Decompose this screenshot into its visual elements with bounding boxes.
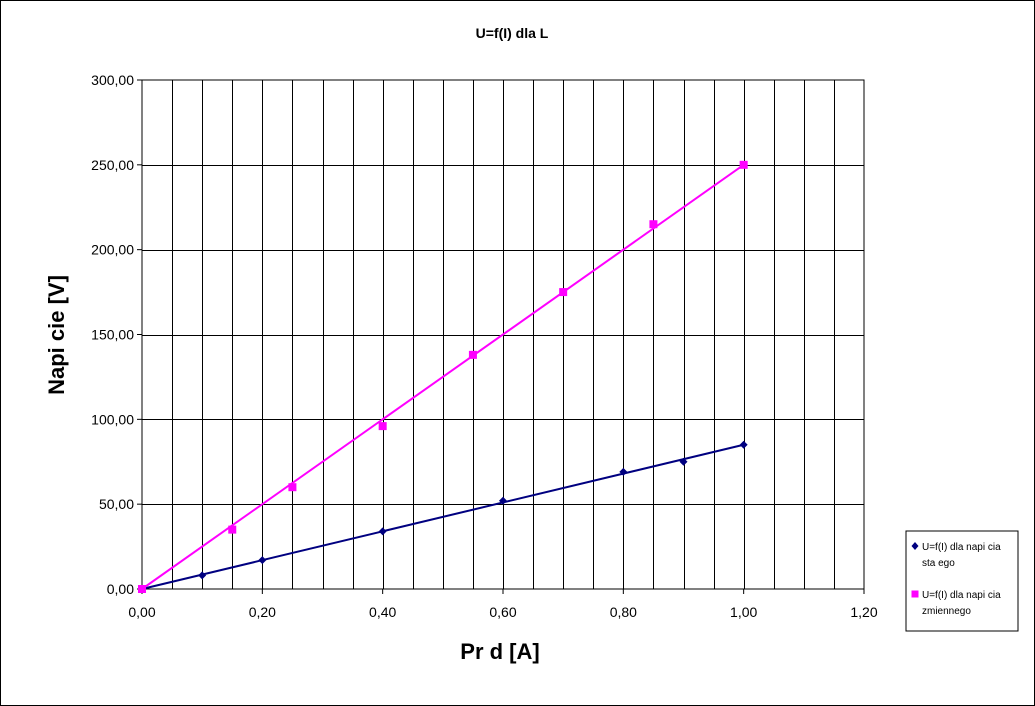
- legend-box: [905, 530, 1019, 632]
- data-point: [739, 160, 748, 169]
- trendline: [141, 443, 744, 590]
- legend-label: sta ego: [922, 558, 955, 569]
- data-point: [649, 220, 658, 229]
- series-layer: [138, 160, 748, 593]
- x-tick-label: 1,00: [730, 604, 757, 620]
- legend-label: U=f(I) dla napi cia: [922, 590, 1001, 601]
- series-1: [138, 440, 748, 593]
- trendline: [141, 164, 745, 590]
- data-point: [679, 457, 688, 466]
- data-point: [739, 440, 748, 449]
- y-tick-label: 200,00: [91, 242, 134, 258]
- legend-label: U=f(I) dla napi cia: [922, 542, 1001, 553]
- y-tick-label: 150,00: [91, 327, 134, 343]
- y-tick-label: 100,00: [91, 411, 134, 427]
- data-point: [499, 496, 507, 505]
- data-point: [559, 288, 568, 297]
- data-point: [619, 467, 628, 476]
- legend-marker: [911, 590, 919, 598]
- chart-title: U=f(I) dla L: [476, 25, 549, 41]
- x-tick-label: 0,80: [610, 604, 637, 620]
- data-point: [378, 527, 387, 536]
- data-point: [378, 422, 387, 431]
- x-tick-label: 1,20: [850, 604, 877, 620]
- y-tick-label: 250,00: [91, 157, 134, 173]
- legend: U=f(I) dla napi cia sta ego U=f(I) dla nap…: [905, 530, 1019, 632]
- x-tick-label: 0,40: [369, 604, 396, 620]
- data-point: [288, 483, 297, 492]
- data-point: [228, 525, 237, 534]
- data-point: [258, 556, 267, 565]
- y-tick-label: 300,00: [91, 72, 134, 88]
- series-2: [138, 160, 748, 593]
- x-axis-ticks: 0,00 0,20 0,40 0,60 0,80 1,00 1,20: [128, 589, 878, 620]
- x-tick-label: 0,60: [489, 604, 516, 620]
- data-point: [468, 350, 477, 359]
- data-point: [138, 585, 146, 593]
- y-tick-label: 0,00: [107, 581, 134, 597]
- x-axis-label: Pr d [A]: [460, 639, 539, 664]
- x-tick-label: 0,20: [249, 604, 276, 620]
- x-tick-label: 0,00: [128, 604, 155, 620]
- legend-label: zmiennego: [922, 606, 971, 617]
- data-point: [198, 571, 207, 580]
- y-tick-label: 50,00: [99, 496, 134, 512]
- y-axis-ticks: 0,00 50,00 100,00 150,00 200,00 250,00 300,00: [91, 72, 142, 597]
- y-axis-label: Napi cie [V]: [44, 275, 69, 395]
- legend-marker: [911, 542, 919, 550]
